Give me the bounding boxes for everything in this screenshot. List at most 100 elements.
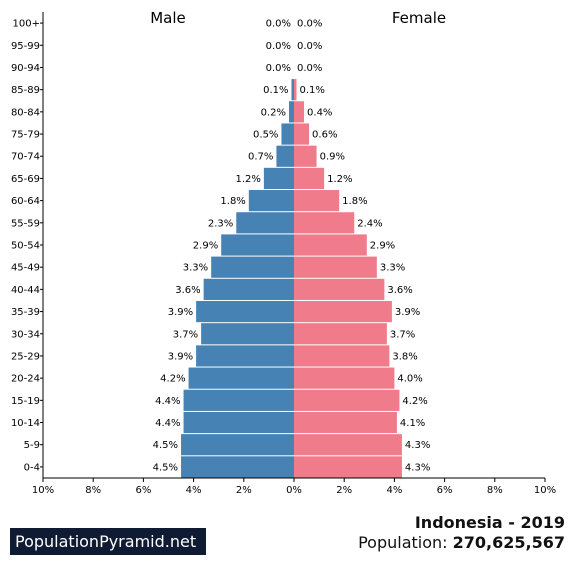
female-value-label: 3.6% [387,285,412,296]
female-value-label: 4.2% [402,396,427,407]
male-value-label: 4.5% [153,440,178,451]
female-header: Female [392,9,446,27]
female-value-label: 3.9% [395,307,420,318]
female-bar [294,101,305,123]
age-group-label: 30-34 [11,329,40,340]
male-bar [211,256,294,278]
female-bar [294,345,390,367]
country-year-title: Indonesia - 2019 [414,513,565,532]
population-pyramid-chart: Male Female 4.5% 4.3% 4.5% 4.3% 4.4% 4.1% 4.4%… [11,9,556,496]
male-value-label: 1.8% [220,196,245,207]
female-value-label: 3.3% [380,263,405,274]
male-bar [196,345,294,367]
male-value-label: 0.2% [261,107,286,118]
female-bar [294,300,392,323]
male-value-label: 3.7% [173,329,198,340]
male-bar [181,456,294,478]
age-group-label: 5-9 [24,440,40,451]
age-group-label: 90-94 [11,63,40,74]
x-axis: 10% 8% 6% 4% 2% 0% 2% 4% 6% 8% 10% [32,477,556,496]
bars-layer [181,79,402,478]
female-value-label: 0.0% [297,63,322,74]
age-group-label: 35-39 [11,307,40,318]
male-bar [236,212,294,234]
male-value-label: 3.3% [183,263,208,274]
age-group-label: 0-4 [24,462,40,473]
male-bar [183,411,294,434]
female-value-label: 4.3% [405,462,430,473]
male-value-label: 2.3% [208,218,233,229]
female-bar [294,145,317,167]
x-tick-label: 6% [135,485,151,496]
female-value-label: 0.1% [300,85,325,96]
age-group-label: 80-84 [11,107,40,118]
male-value-label: 0.0% [266,63,291,74]
female-value-label: 0.0% [297,19,322,30]
age-group-label: 55-59 [11,218,40,229]
male-bar [276,145,294,167]
male-bar [203,278,294,300]
population-value: 270,625,567 [452,533,565,552]
age-group-label: 40-44 [11,285,40,296]
male-value-label: 3.6% [175,285,200,296]
age-group-label: 100+ [13,19,40,30]
male-value-label: 3.9% [168,351,193,362]
male-bar [201,323,294,345]
age-group-label: 15-19 [11,396,40,407]
male-bar [181,434,294,456]
male-value-label: 4.2% [160,374,185,385]
female-bar [294,123,310,145]
female-bar [294,323,387,345]
brand-logo[interactable]: PopulationPyramid.net [10,528,206,555]
female-bar [294,212,355,234]
female-value-label: 4.1% [400,418,425,429]
male-value-label: 0.5% [253,130,278,141]
male-value-label: 4.5% [153,462,178,473]
x-tick-label: 6% [437,485,453,496]
age-group-label: 85-89 [11,85,40,96]
age-group-label: 65-69 [11,174,40,185]
male-value-label: 4.4% [155,396,180,407]
value-labels-layer: 4.5% 4.3% 4.5% 4.3% 4.4% 4.1% 4.4% 4.2% 4.2% 4.0%… [153,19,431,474]
x-tick-label: 10% [534,485,556,496]
male-bar [263,167,294,190]
female-value-label: 4.3% [405,440,430,451]
female-bar [294,456,402,478]
female-bar [294,278,385,300]
male-value-label: 0.0% [266,19,291,30]
male-value-label: 1.2% [235,174,260,185]
x-tick-label: 4% [386,485,402,496]
population-label: Population: [358,533,453,552]
female-value-label: 0.9% [320,152,345,163]
x-tick-label: 10% [32,485,54,496]
age-labels-layer: 0-4 5-9 10-14 15-19 20-24 25-29 30-34 35-39 40-4… [11,19,43,473]
male-bar [291,79,294,101]
x-tick-label: 2% [336,485,352,496]
female-value-label: 2.4% [357,218,382,229]
age-group-label: 45-49 [11,263,40,274]
age-group-label: 95-99 [11,41,40,52]
male-bar [248,190,294,212]
male-value-label: 4.4% [155,418,180,429]
male-bar [188,367,294,389]
age-group-label: 50-54 [11,241,40,252]
female-value-label: 1.8% [342,196,367,207]
female-value-label: 2.9% [370,241,395,252]
male-header: Male [150,9,186,27]
male-value-label: 0.0% [266,41,291,52]
x-tick-label: 4% [186,485,202,496]
population-line: Population: 270,625,567 [358,533,565,552]
age-group-label: 70-74 [11,152,40,163]
female-value-label: 3.8% [392,351,417,362]
age-group-label: 75-79 [11,130,40,141]
male-value-label: 3.9% [168,307,193,318]
female-value-label: 4.0% [397,374,422,385]
male-bar [221,234,294,256]
male-value-label: 2.9% [193,241,218,252]
age-group-label: 10-14 [11,418,40,429]
female-value-label: 1.2% [327,174,352,185]
male-bar [288,101,294,123]
male-bar [281,123,294,145]
female-value-label: 3.7% [390,329,415,340]
male-bar [196,300,294,323]
